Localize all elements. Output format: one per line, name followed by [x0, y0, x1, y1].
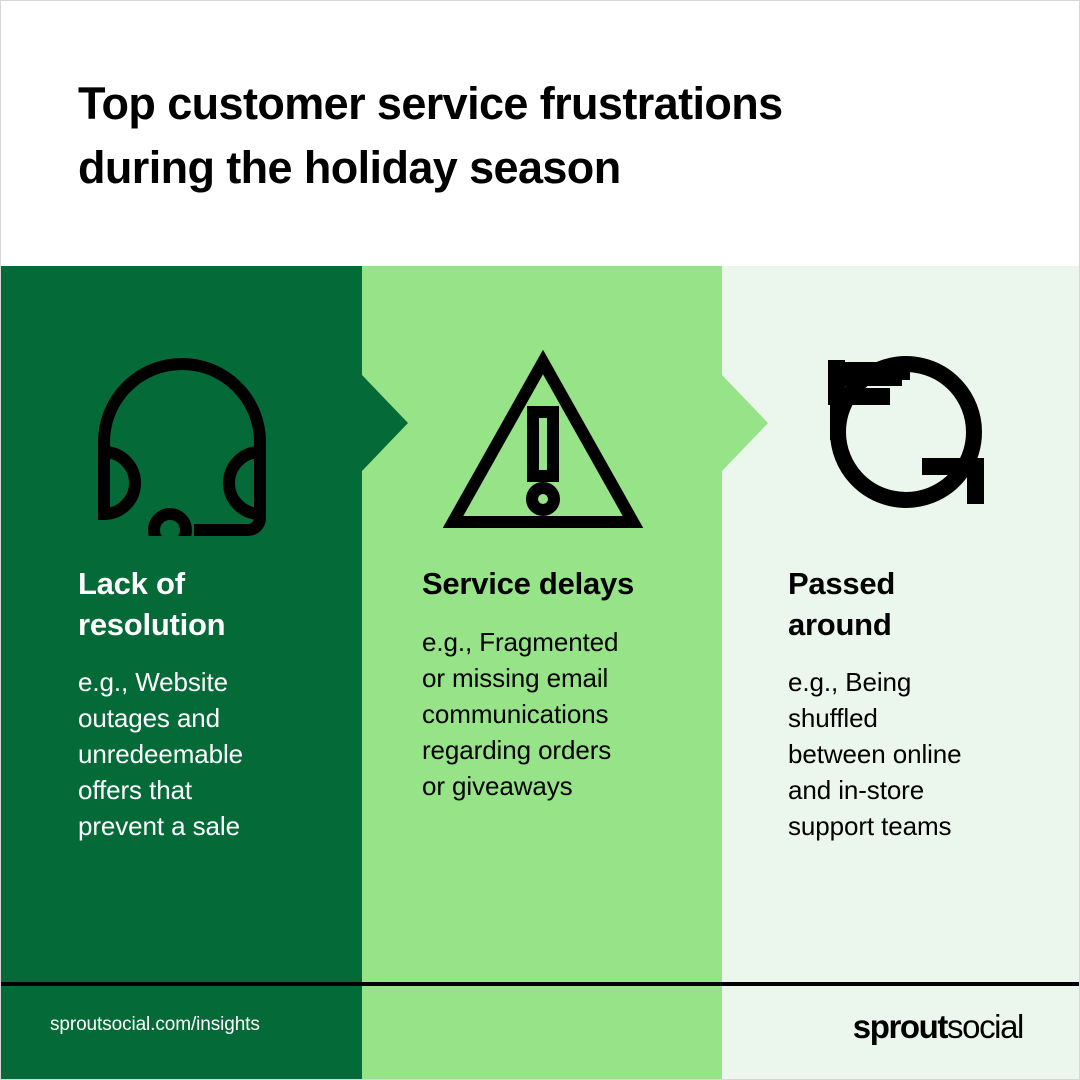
sprout-social-logo: sproutsocial — [852, 1008, 1025, 1046]
column-2-body: e.g., Fragmented or missing email commun… — [422, 627, 619, 801]
column-1-body: e.g., Website outages and unredeemable o… — [78, 667, 244, 841]
column-2-heading: Service delays — [422, 566, 634, 601]
headset-support-icon — [82, 346, 282, 552]
columns-band: Lack of resolution e.g., Website outages… — [0, 266, 1080, 1080]
footer-divider — [0, 982, 1080, 986]
column-service-delays — [362, 266, 722, 1080]
column-1-heading: Lack of resolution — [78, 566, 226, 643]
header-panel: Top customer service frustrations during… — [0, 0, 1080, 266]
logo-word-social: social — [947, 1008, 1024, 1045]
page-title: Top customer service frustrations during… — [78, 78, 783, 193]
column-3-heading: Passed around — [788, 566, 896, 643]
refresh-cycle-icon — [806, 346, 1006, 536]
column-passed-around — [722, 266, 1080, 1080]
column-2-text: Service delays e.g., Fragmented or missi… — [422, 563, 690, 805]
column-3-body: e.g., Being shuffled between online and … — [788, 667, 962, 841]
column-lack-of-resolution — [0, 266, 362, 1080]
logo-word-sprout: sprout — [852, 1008, 949, 1045]
column-1-text: Lack of resolution e.g., Website outages… — [78, 563, 340, 845]
footer-url-link[interactable]: sproutsocial.com/insights — [50, 1014, 260, 1035]
warning-triangle-icon — [442, 346, 644, 536]
column-3-text: Passed around e.g., Being shuffled betwe… — [788, 563, 1050, 845]
